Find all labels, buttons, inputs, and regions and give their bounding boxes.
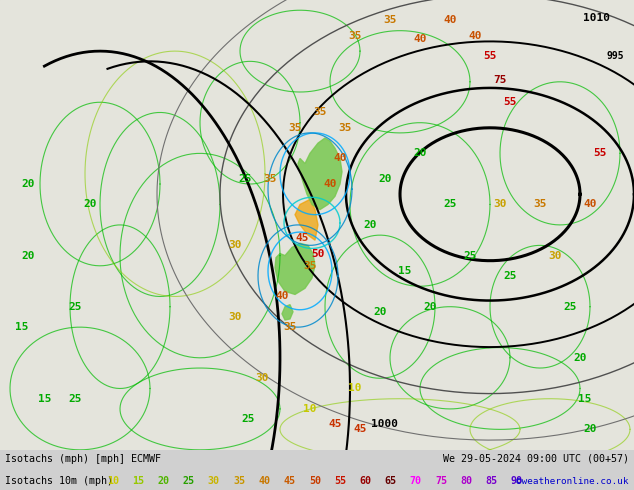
Text: 40: 40 <box>443 16 456 25</box>
Text: 30: 30 <box>228 241 242 250</box>
Text: 15: 15 <box>38 393 52 404</box>
Text: 40: 40 <box>333 153 347 164</box>
Polygon shape <box>282 305 293 320</box>
Text: 80: 80 <box>460 476 472 486</box>
Text: 20: 20 <box>22 250 35 261</box>
Text: 65: 65 <box>384 476 396 486</box>
Text: Isotachs (mph) [mph] ECMWF: Isotachs (mph) [mph] ECMWF <box>5 454 161 464</box>
Text: 35: 35 <box>313 107 327 118</box>
Text: 35: 35 <box>383 16 397 25</box>
Text: 25: 25 <box>503 271 517 281</box>
Text: 1000: 1000 <box>372 419 399 429</box>
Text: 1010: 1010 <box>583 13 611 24</box>
Text: 45: 45 <box>328 419 342 429</box>
Text: 25: 25 <box>238 174 252 184</box>
Text: 40: 40 <box>258 476 270 486</box>
Text: 20: 20 <box>363 220 377 230</box>
Text: 40: 40 <box>413 34 427 44</box>
Text: 25: 25 <box>183 476 195 486</box>
Text: 25: 25 <box>463 250 477 261</box>
Text: 30: 30 <box>256 373 269 383</box>
Text: 995: 995 <box>606 51 624 61</box>
Text: 20: 20 <box>413 148 427 158</box>
Text: 25: 25 <box>563 302 577 312</box>
Text: 10: 10 <box>107 476 119 486</box>
Polygon shape <box>295 199 318 240</box>
Text: 35: 35 <box>233 476 245 486</box>
Text: 20: 20 <box>83 199 97 209</box>
Text: ©weatheronline.co.uk: ©weatheronline.co.uk <box>517 477 629 486</box>
Text: 45: 45 <box>353 424 366 434</box>
Text: 35: 35 <box>348 31 362 41</box>
Text: 40: 40 <box>275 292 288 301</box>
Text: 30: 30 <box>493 199 507 209</box>
Text: 30: 30 <box>208 476 220 486</box>
Text: 25: 25 <box>68 393 82 404</box>
Text: 50: 50 <box>311 248 325 259</box>
Text: 40: 40 <box>323 179 337 189</box>
Text: 30: 30 <box>548 250 562 261</box>
Text: Isotachs 10m (mph): Isotachs 10m (mph) <box>5 476 113 486</box>
Text: 55: 55 <box>593 148 607 158</box>
Text: 15: 15 <box>398 266 411 276</box>
Text: 35: 35 <box>288 123 302 133</box>
Text: 35: 35 <box>533 199 547 209</box>
Text: 35: 35 <box>303 261 317 271</box>
Text: 35: 35 <box>263 174 277 184</box>
Text: 20: 20 <box>583 424 597 434</box>
Polygon shape <box>298 138 342 210</box>
Text: 55: 55 <box>483 51 497 61</box>
Text: 55: 55 <box>503 97 517 107</box>
Text: 20: 20 <box>378 174 392 184</box>
Text: 60: 60 <box>359 476 372 486</box>
Text: 20: 20 <box>373 307 387 317</box>
Text: 85: 85 <box>486 476 498 486</box>
Text: 70: 70 <box>410 476 422 486</box>
Text: 55: 55 <box>334 476 346 486</box>
Text: 15: 15 <box>15 322 29 332</box>
Text: 40: 40 <box>583 199 597 209</box>
Text: 20: 20 <box>424 302 437 312</box>
Text: 45: 45 <box>295 233 309 243</box>
Text: 90: 90 <box>511 476 522 486</box>
Text: 50: 50 <box>309 476 321 486</box>
Text: 35: 35 <box>283 322 297 332</box>
Polygon shape <box>275 244 315 294</box>
Text: 40: 40 <box>469 31 482 41</box>
Text: 30: 30 <box>228 312 242 322</box>
Text: 25: 25 <box>68 302 82 312</box>
Text: 75: 75 <box>493 75 507 85</box>
Text: 20: 20 <box>573 353 586 363</box>
Text: 75: 75 <box>435 476 447 486</box>
Text: 10: 10 <box>348 384 362 393</box>
Text: 35: 35 <box>339 123 352 133</box>
Text: 15: 15 <box>132 476 144 486</box>
Text: 15: 15 <box>578 393 592 404</box>
Text: 10: 10 <box>303 404 317 414</box>
Text: 20: 20 <box>22 179 35 189</box>
Text: 25: 25 <box>443 199 456 209</box>
Text: 45: 45 <box>283 476 295 486</box>
Text: 20: 20 <box>157 476 169 486</box>
Text: 25: 25 <box>242 414 255 424</box>
Text: We 29-05-2024 09:00 UTC (00+57): We 29-05-2024 09:00 UTC (00+57) <box>443 454 629 464</box>
